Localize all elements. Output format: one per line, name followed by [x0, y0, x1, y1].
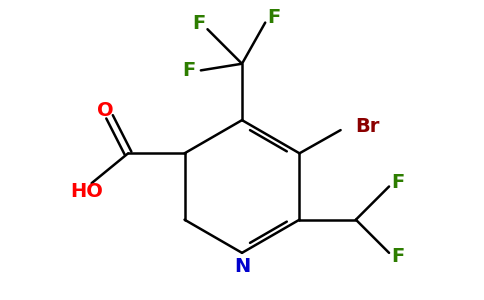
- Text: F: F: [392, 247, 405, 266]
- Text: F: F: [182, 61, 196, 80]
- Text: N: N: [234, 256, 250, 276]
- Text: HO: HO: [71, 182, 104, 201]
- Text: F: F: [192, 14, 206, 33]
- Text: Br: Br: [355, 117, 379, 136]
- Text: F: F: [267, 8, 280, 27]
- Text: F: F: [392, 173, 405, 192]
- Text: O: O: [97, 101, 114, 120]
